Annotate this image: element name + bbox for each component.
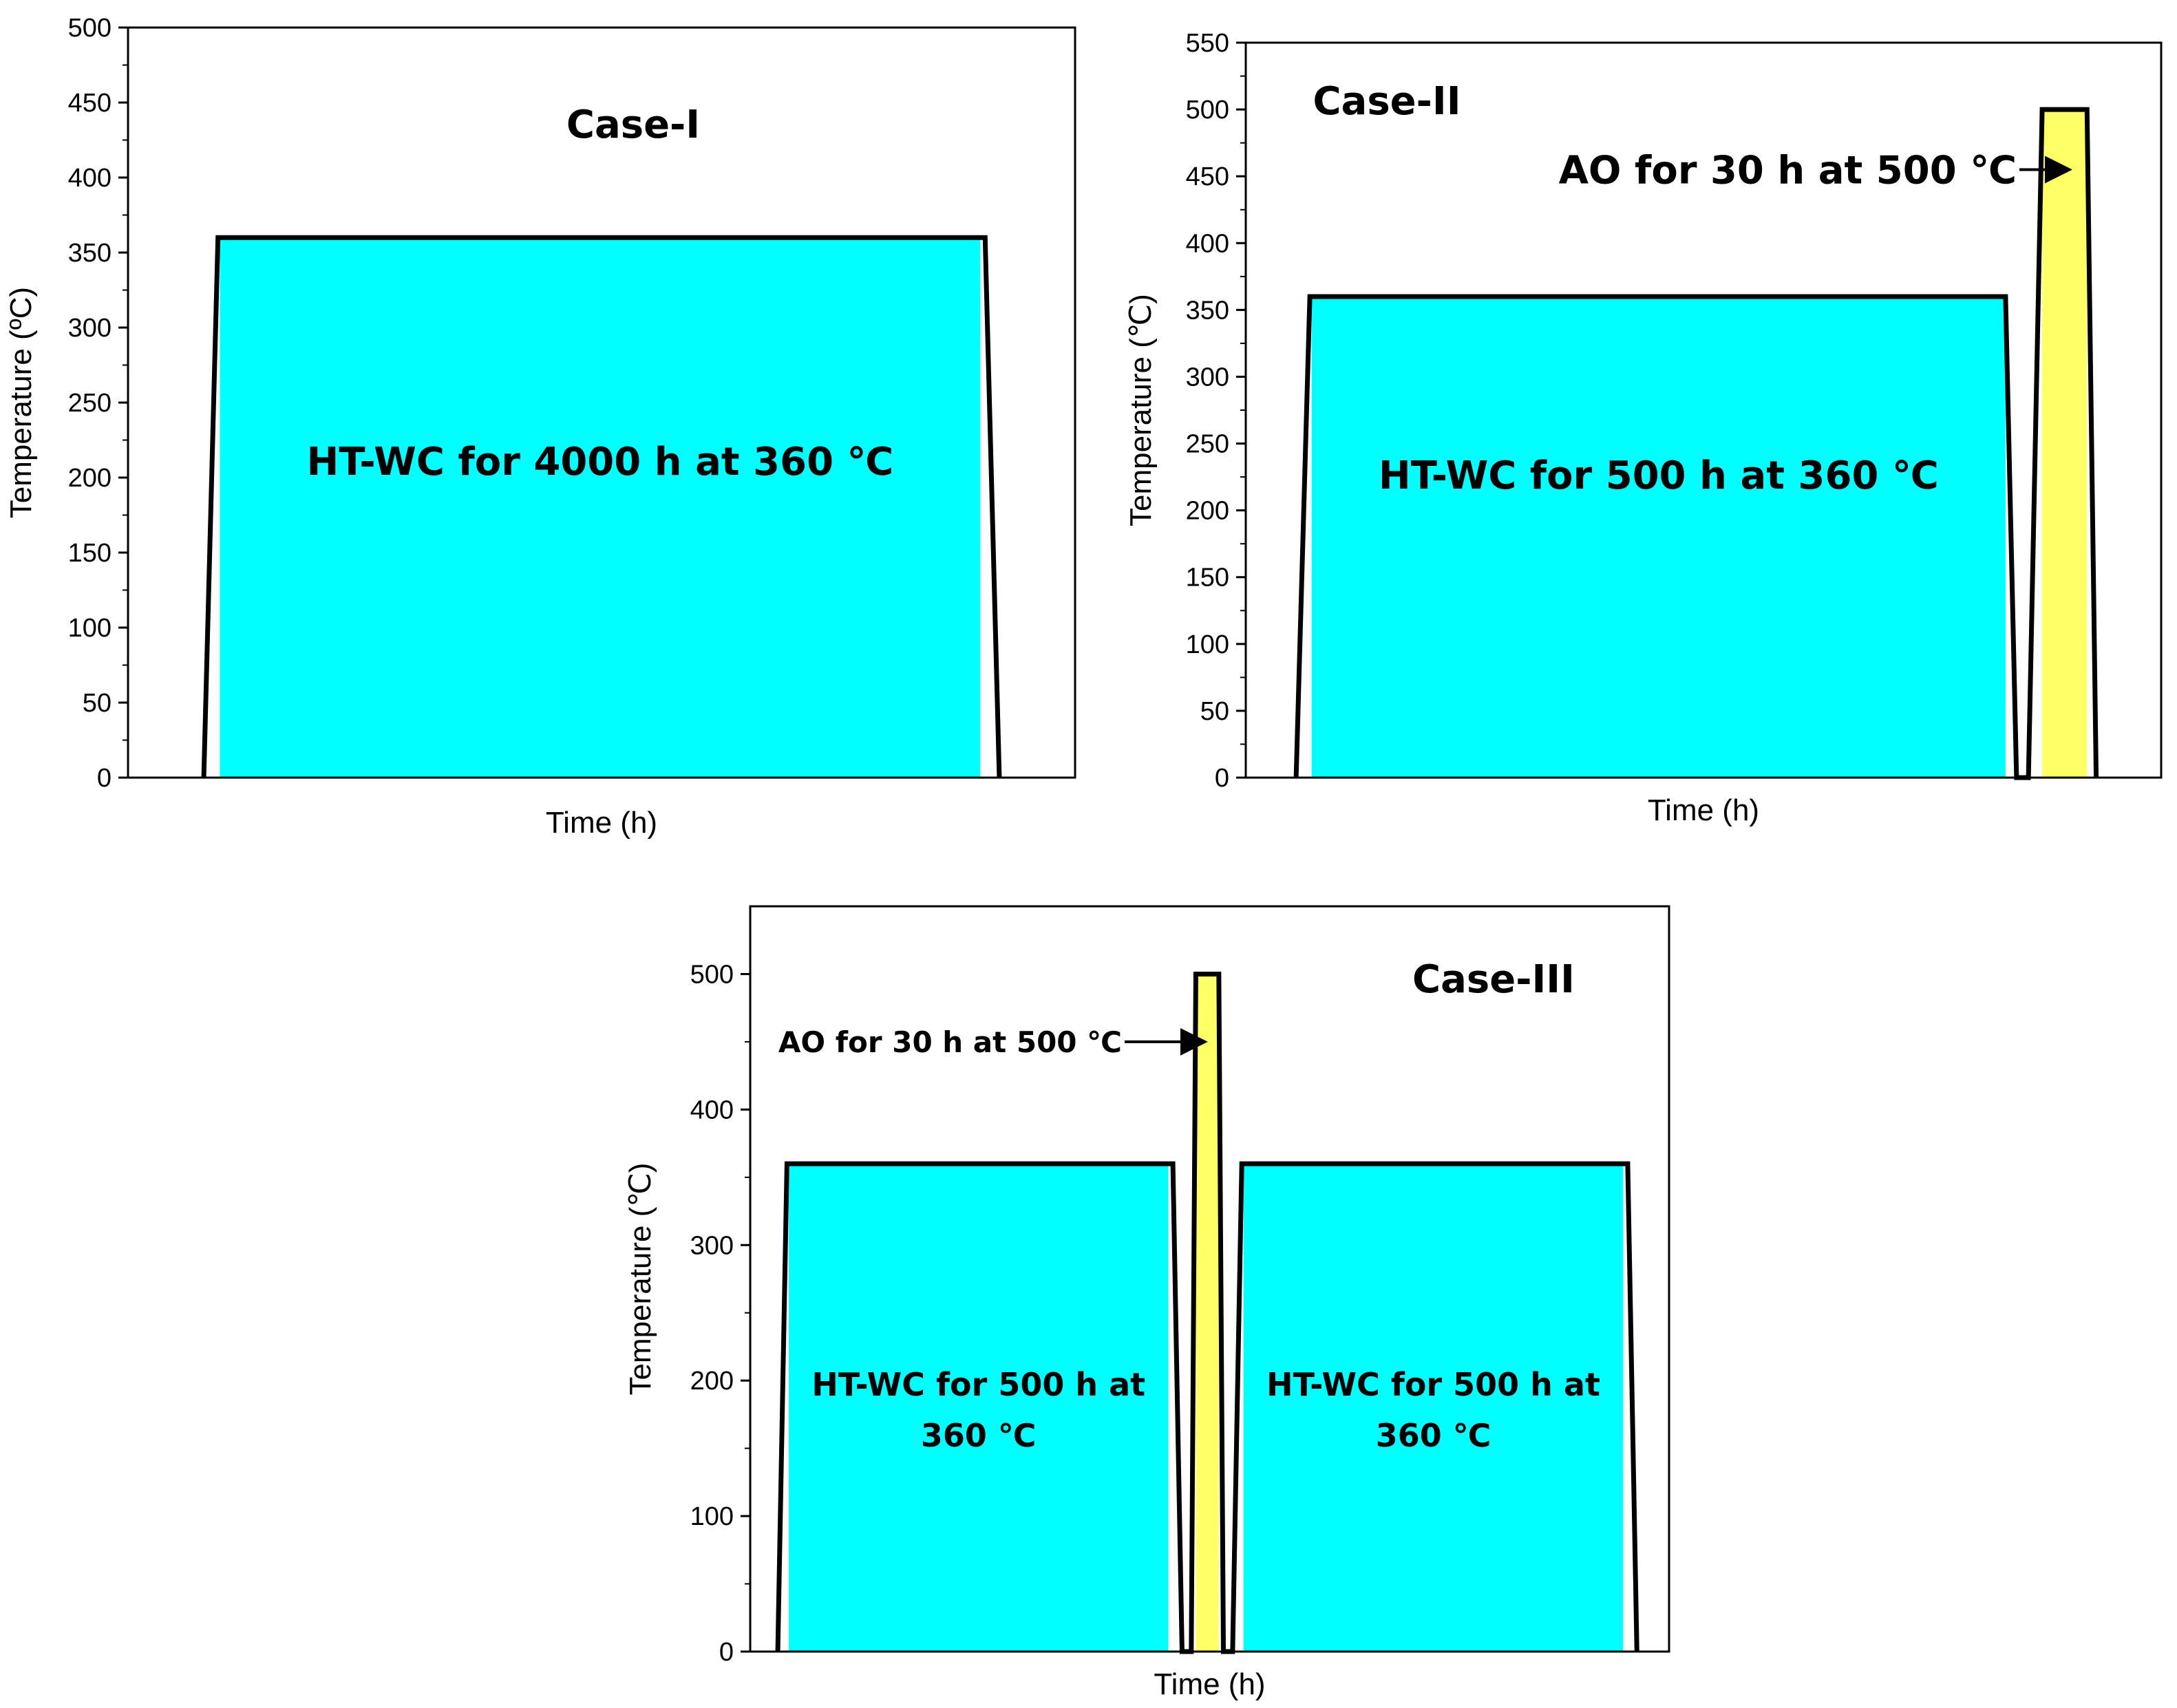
- temperature-profile-line: [201, 235, 1002, 778]
- y-tick-label: 150: [1186, 564, 1229, 593]
- y-tick-label: 0: [97, 764, 111, 793]
- y-tick-label: 450: [1186, 162, 1229, 191]
- y-tick-label: 500: [690, 960, 734, 989]
- y-tick-label: 350: [1186, 296, 1229, 325]
- x-axis-label: Time (h): [1154, 1667, 1265, 1701]
- ao-region: [1196, 976, 1219, 1652]
- ht-wc-region: [220, 239, 981, 778]
- x-axis-label: Time (h): [1648, 793, 1759, 827]
- region-label: HT-WC for 500 h at: [1266, 1366, 1600, 1403]
- case-title: Case-III: [1412, 957, 1575, 1002]
- y-tick-label: 300: [1186, 363, 1229, 392]
- plot-frame: [749, 905, 1670, 1653]
- y-tick-label: 450: [68, 89, 111, 118]
- region-label: HT-WC for 500 h at 360 ℃: [1379, 453, 1939, 498]
- y-tick-label: 400: [690, 1096, 734, 1124]
- chart-case-3: 0 100 200 300 400 500 Temperature (℃) Time (h) C…: [624, 905, 1670, 1701]
- y-tick-label: 250: [68, 389, 111, 418]
- y-tick-label: 100: [690, 1502, 734, 1531]
- case-title: Case-I: [566, 103, 700, 147]
- x-axis-label: Time (h): [546, 806, 657, 840]
- region-label: 360 ℃: [1376, 1417, 1491, 1454]
- y-tick-label: 400: [1186, 229, 1229, 258]
- case-title: Case-II: [1313, 79, 1461, 124]
- y-tick-label: 150: [68, 539, 111, 568]
- y-tick-label: 50: [83, 689, 111, 718]
- region-label: HT-WC for 500 h at: [811, 1366, 1145, 1403]
- chart-case-1: 0 50 100 150 200 250 300 350 400 450 500 Temperatur…: [4, 14, 1076, 840]
- y-tick-label: 500: [1186, 96, 1229, 125]
- y-tick-label: 300: [68, 314, 111, 343]
- ht-wc-region: [1243, 1166, 1624, 1652]
- annotation-label: AO for 30 h at 500 ℃: [1559, 149, 2017, 193]
- y-tick-label: 100: [1186, 630, 1229, 659]
- chart-case-2: 0 50 100 150 200 250 300 350 400 450 500 550 Tempera…: [1124, 29, 2163, 827]
- y-tick-label: 500: [68, 14, 111, 43]
- y-tick-label: 200: [690, 1367, 734, 1396]
- y-tick-label: 250: [1186, 430, 1229, 459]
- y-axis-label: Temperature (℃): [624, 1163, 657, 1396]
- annotation-label: AO for 30 h at 500 ℃: [778, 1025, 1122, 1059]
- y-tick-label: 300: [690, 1231, 734, 1260]
- ht-wc-region: [1311, 298, 2006, 778]
- y-tick-label: 0: [719, 1638, 734, 1667]
- y-axis-label: Temperature (ºC): [4, 287, 38, 518]
- ht-wc-region: [789, 1166, 1169, 1652]
- ao-region: [2042, 111, 2088, 778]
- region-label: 360 ℃: [921, 1417, 1037, 1454]
- y-axis-label: Temperature (℃): [1124, 294, 1158, 526]
- y-tick-label: 50: [1200, 697, 1229, 726]
- y-tick-label: 100: [68, 614, 111, 643]
- y-tick-label: 0: [1215, 764, 1229, 793]
- y-tick-label: 550: [1186, 29, 1229, 58]
- y-tick-label: 400: [68, 164, 111, 193]
- y-tick-label: 200: [1186, 497, 1229, 526]
- y-tick-label: 350: [68, 239, 111, 268]
- temperature-profile-line: [775, 971, 1639, 1654]
- y-tick-label: 200: [68, 464, 111, 493]
- region-label: HT-WC for 4000 h at 360 ℃: [307, 440, 894, 484]
